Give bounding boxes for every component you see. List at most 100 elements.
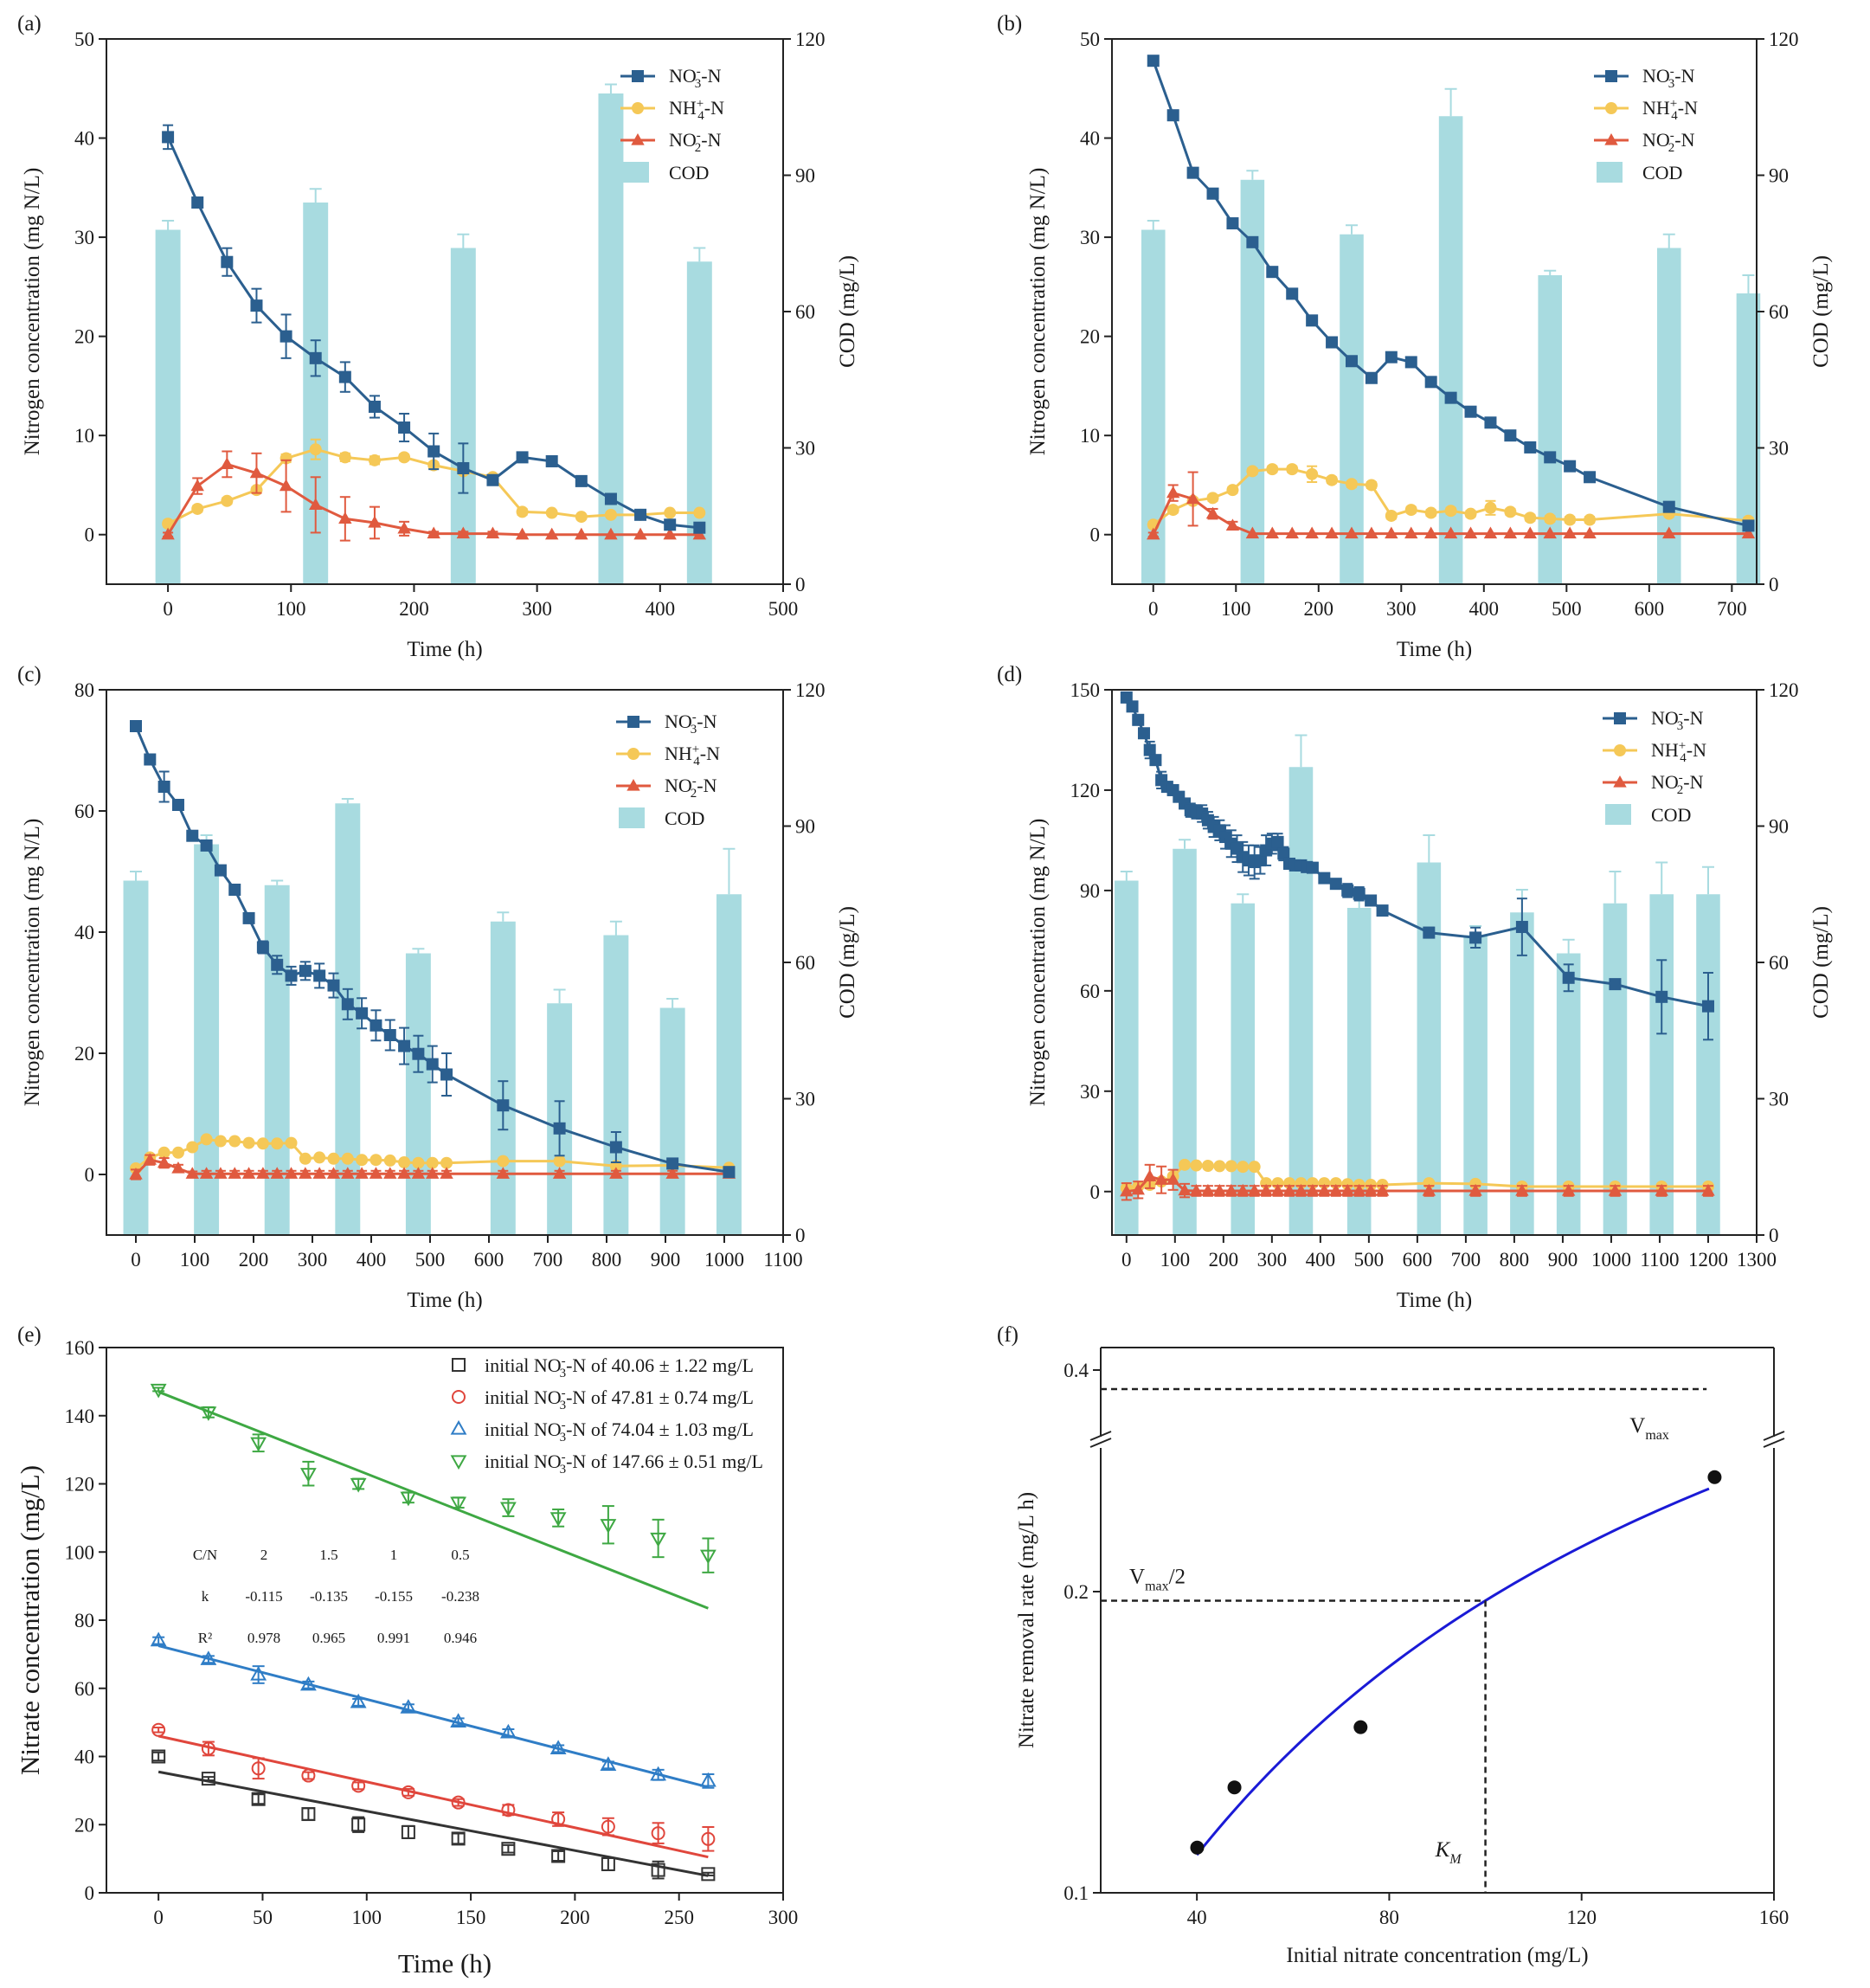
y-axis-label: Nitrogen concentration (mg N/L) <box>1026 168 1050 456</box>
panel-label: (c) <box>17 663 42 686</box>
no3-point <box>144 753 157 766</box>
legend-suffix: -N of 147.66 ± 0.51 mg/L <box>566 1451 763 1472</box>
no2-point <box>1131 1182 1145 1195</box>
y-tick-label: 120 <box>65 1474 95 1496</box>
legend-no2-tail: -N <box>1683 771 1703 793</box>
y2-tick-label: 0 <box>795 1225 806 1246</box>
nh4-point <box>341 1152 354 1165</box>
no2-point <box>1701 1183 1715 1196</box>
no2-point <box>1543 526 1557 539</box>
data-point <box>701 1867 716 1882</box>
nh4-point <box>1201 1159 1214 1172</box>
legend-no3-sup: - <box>697 65 701 79</box>
legend-nh4-tail: -N <box>1687 739 1706 761</box>
legend-no2: NO-2-N <box>1642 129 1695 155</box>
legend-nh4-sup: + <box>1679 739 1686 753</box>
km-label-main: K <box>1435 1838 1451 1862</box>
no3-point <box>1564 460 1577 473</box>
legend-cod: COD <box>1642 162 1682 183</box>
no2-point <box>1120 1184 1134 1197</box>
legend-cod: COD <box>665 807 704 829</box>
axis-break-right <box>1763 1431 1785 1441</box>
no2-point <box>1270 1183 1285 1196</box>
no2-point <box>1186 492 1200 505</box>
y2-axis-label: COD (mg/L) <box>836 906 859 1019</box>
y-axis-label: Nitrate concentration (mg/L) <box>15 1465 45 1775</box>
no2-point <box>515 527 530 540</box>
nh4-point <box>398 451 411 464</box>
no2-point <box>604 527 618 540</box>
table-cell: -0.115 <box>245 1588 282 1605</box>
no3-point <box>186 829 199 842</box>
legend-no3-sub: 3 <box>691 723 697 737</box>
data-point <box>600 1756 617 1771</box>
legend-marker <box>450 1455 467 1470</box>
nh4-point <box>1166 504 1179 517</box>
no2-point <box>129 1167 143 1180</box>
no2-point <box>1189 1183 1204 1196</box>
legend-nh4-tail: -N <box>700 743 720 764</box>
no3-point <box>356 1007 369 1020</box>
no2-point <box>185 1167 199 1179</box>
y2-tick-label: 30 <box>795 438 815 460</box>
x-tick-label: 600 <box>474 1249 504 1271</box>
no2-point <box>575 527 588 540</box>
no3-point <box>1464 405 1477 418</box>
no2-point <box>1468 1183 1482 1196</box>
no2-point <box>241 1167 256 1179</box>
legend-sub: 3 <box>560 1431 567 1444</box>
no2-point <box>1443 526 1458 539</box>
no2-point <box>383 1167 397 1179</box>
table-cell: R² <box>198 1630 212 1646</box>
no2-point <box>411 1167 426 1179</box>
y-axis-label: Nitrogen concentration (mg N/L) <box>21 168 44 456</box>
data-point <box>451 1831 466 1846</box>
legend-entry: initial NO-3-N of 47.81 ± 0.74 mg/L <box>485 1386 754 1412</box>
x-tick-label: 900 <box>651 1249 681 1271</box>
no2-point <box>440 1167 453 1179</box>
x-tick-label: 1200 <box>1688 1249 1728 1271</box>
nh4-point <box>553 1155 566 1168</box>
data-point <box>201 1741 215 1756</box>
no3-point <box>1353 887 1366 900</box>
x-tick-label: 200 <box>239 1249 269 1271</box>
no2-point <box>1329 1183 1343 1196</box>
no2-point <box>171 1161 185 1174</box>
x-tick-label: 0 <box>1148 598 1159 620</box>
no2-point <box>1364 1183 1378 1196</box>
y-tick-label: 30 <box>1080 227 1100 248</box>
no3-point <box>250 299 263 312</box>
no3-point <box>221 255 234 268</box>
cod-bar <box>1115 880 1139 1235</box>
no3-point <box>1365 894 1378 907</box>
legend-marker-nh4 <box>1605 102 1617 114</box>
no2-point <box>456 526 471 539</box>
no3-point <box>341 998 354 1011</box>
legend-nh4-sub: 4 <box>1671 109 1678 123</box>
y-tick-label: 20 <box>74 1814 94 1836</box>
no2-point <box>544 527 559 540</box>
y-tick-label: 0 <box>85 524 95 546</box>
legend-marker <box>452 1358 466 1372</box>
no2-point <box>1247 1183 1262 1196</box>
no2-point <box>1285 526 1299 539</box>
no3-point <box>1166 109 1179 122</box>
nh4-point <box>171 1146 184 1159</box>
no3-point <box>1385 351 1398 364</box>
x-tick-label: 800 <box>592 1249 622 1271</box>
no2-point <box>1178 1183 1192 1196</box>
legend-sub: 3 <box>560 1463 567 1477</box>
x-tick-label: 700 <box>1451 1249 1481 1271</box>
no2-point <box>1404 526 1418 539</box>
x-tick-label: 160 <box>1759 1907 1790 1928</box>
legend-marker-no2 <box>627 778 640 791</box>
no2-point <box>312 1167 326 1179</box>
y2-tick-label: 30 <box>795 1089 815 1110</box>
vmax-label-sub: max <box>1645 1428 1669 1443</box>
x-tick-label: 1100 <box>1640 1249 1679 1271</box>
x-axis-label: Time (h) <box>407 638 482 661</box>
legend-no2-main: NO <box>669 129 697 151</box>
cod-bar <box>123 880 149 1235</box>
legend-nh4-main: NH <box>1651 739 1679 761</box>
